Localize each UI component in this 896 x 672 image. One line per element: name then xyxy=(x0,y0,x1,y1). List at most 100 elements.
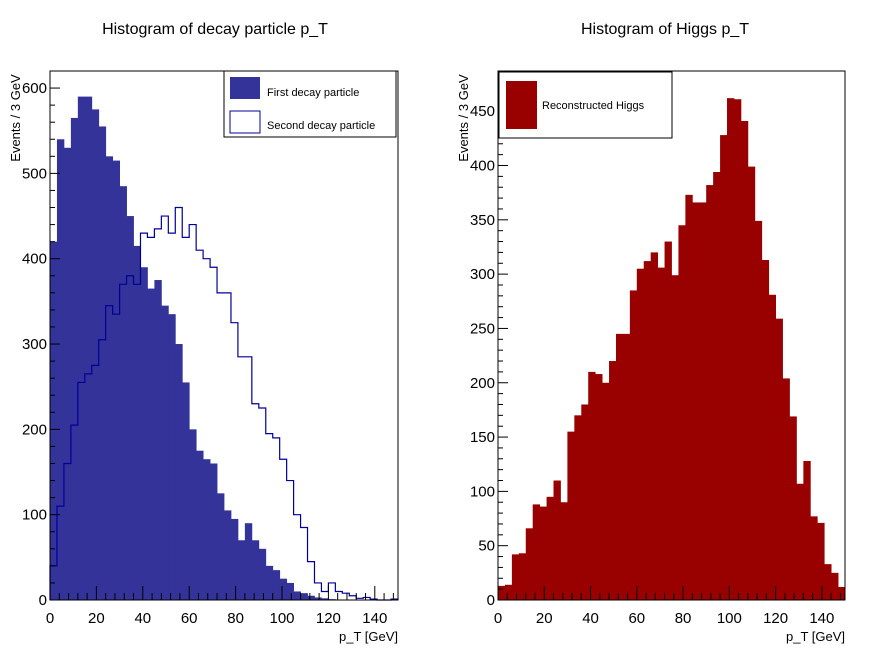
histogram-bar-reconstructed-higgs xyxy=(525,528,534,600)
histogram-bar-first-decay-particle xyxy=(217,493,225,600)
histogram-bar-reconstructed-higgs xyxy=(588,371,596,600)
histogram-bar-first-decay-particle xyxy=(105,156,114,600)
chart-title: Histogram of Higgs p_T xyxy=(581,21,749,38)
histogram-bar-first-decay-particle xyxy=(63,147,72,601)
histogram-bar-reconstructed-higgs xyxy=(727,98,735,600)
y-axis-label: Events / 3 GeV xyxy=(8,74,23,162)
y-tick-label: 150 xyxy=(470,429,495,446)
histogram-bar-reconstructed-higgs xyxy=(553,480,561,600)
plot-area xyxy=(49,96,399,601)
histogram-bar-reconstructed-higgs xyxy=(581,404,589,600)
y-tick-label: 300 xyxy=(22,336,47,353)
x-tick-label: 60 xyxy=(181,610,198,627)
x-tick-label: 140 xyxy=(809,610,834,627)
histogram-bar-reconstructed-higgs xyxy=(824,564,832,600)
histogram-bar-reconstructed-higgs xyxy=(511,554,520,600)
histogram-bar-reconstructed-higgs xyxy=(685,194,693,600)
histogram-bar-first-decay-particle xyxy=(279,578,288,600)
histogram-bar-reconstructed-higgs xyxy=(615,333,624,600)
x-tick-label: 100 xyxy=(717,610,742,627)
plot-frame xyxy=(497,70,846,601)
legend-label-first-decay-particle: First decay particle xyxy=(267,87,359,99)
histogram-bar-reconstructed-higgs xyxy=(775,318,783,600)
histogram-bar-reconstructed-higgs xyxy=(650,252,659,600)
histogram-bar-reconstructed-higgs xyxy=(546,496,554,600)
histogram-bar-reconstructed-higgs xyxy=(657,267,665,600)
histogram-bar-reconstructed-higgs xyxy=(713,172,721,600)
histogram-bar-reconstructed-higgs xyxy=(817,522,825,600)
legend-swatch-second-decay-particle xyxy=(229,110,261,134)
histogram-bar-reconstructed-higgs xyxy=(754,220,763,600)
legend-swatch-reconstructed-higgs xyxy=(506,81,537,129)
y-tick-label: 450 xyxy=(470,103,495,120)
histogram-bar-reconstructed-higgs xyxy=(643,261,652,600)
histogram-bar-first-decay-particle xyxy=(140,267,148,600)
histogram-bar-reconstructed-higgs xyxy=(595,374,603,600)
histogram-bar-first-decay-particle xyxy=(126,216,134,601)
x-axis-label: p_T [GeV] xyxy=(786,629,845,644)
histogram-bar-reconstructed-higgs xyxy=(810,516,818,600)
histogram-bar-reconstructed-higgs xyxy=(504,584,513,600)
x-tick-label: 40 xyxy=(582,610,599,627)
histogram-bar-first-decay-particle xyxy=(84,96,93,600)
y-axis-label: Events / 3 GeV xyxy=(456,74,471,162)
histogram-bar-reconstructed-higgs xyxy=(622,333,631,600)
histogram-bar-reconstructed-higgs xyxy=(761,260,770,600)
histogram-bar-first-decay-particle xyxy=(258,548,267,600)
histogram-bar-reconstructed-higgs xyxy=(720,135,728,600)
histogram-bar-first-decay-particle xyxy=(147,288,155,600)
legend-label-reconstructed-higgs: Reconstructed Higgs xyxy=(542,100,645,112)
histogram-bar-reconstructed-higgs xyxy=(733,99,742,601)
y-tick-label: 400 xyxy=(470,158,495,175)
x-tick-label: 120 xyxy=(763,610,788,627)
histogram-bar-first-decay-particle xyxy=(196,450,204,600)
decay-particle-pt-histogram: Histogram of decay particle p_T 0 20 40 60 8… xyxy=(8,21,399,644)
histogram-outline-second-decay-particle xyxy=(49,206,399,601)
x-tick-label: 100 xyxy=(269,610,294,627)
histogram-bar-first-decay-particle xyxy=(70,117,79,601)
y-tick-label: 300 xyxy=(470,266,495,283)
x-tick-label: 60 xyxy=(628,610,645,627)
histogram-bar-first-decay-particle xyxy=(112,160,120,600)
y-tick-label: 500 xyxy=(22,165,47,182)
histogram-bar-reconstructed-higgs xyxy=(789,416,797,600)
histogram-bar-first-decay-particle xyxy=(56,139,65,600)
histogram-bar-reconstructed-higgs xyxy=(782,378,790,600)
histogram-bar-first-decay-particle xyxy=(189,429,197,600)
legend-swatch-first-decay-particle xyxy=(230,77,260,99)
histogram-bar-reconstructed-higgs xyxy=(629,290,638,600)
histogram-bar-reconstructed-higgs xyxy=(803,460,811,600)
histogram-bar-reconstructed-higgs xyxy=(567,431,575,600)
x-tick-label: 40 xyxy=(134,610,151,627)
x-axis-label: p_T [GeV] xyxy=(339,629,398,644)
histogram-bar-first-decay-particle xyxy=(175,344,183,600)
legend: Reconstructed Higgs xyxy=(498,71,673,139)
histogram-bar-first-decay-particle xyxy=(168,314,176,600)
histogram-bar-first-decay-particle xyxy=(251,540,260,600)
y-tick-label: 50 xyxy=(478,538,495,555)
x-tick-label: 20 xyxy=(88,610,105,627)
histogram-bar-reconstructed-higgs xyxy=(498,585,506,600)
histogram-bar-first-decay-particle xyxy=(203,459,211,600)
histogram-bar-reconstructed-higgs xyxy=(678,225,686,600)
higgs-pt-histogram: Histogram of Higgs p_T 0 20 40 60 80 100 120 14… xyxy=(456,21,846,644)
histogram-bar-reconstructed-higgs xyxy=(574,415,582,600)
histogram-bar-reconstructed-higgs xyxy=(699,202,707,600)
histogram-bar-first-decay-particle xyxy=(307,595,315,600)
y-tick-label: 350 xyxy=(470,212,495,229)
histogram-bar-first-decay-particle xyxy=(133,245,141,600)
histogram-bar-first-decay-particle xyxy=(224,510,232,600)
histogram-bar-reconstructed-higgs xyxy=(747,166,756,600)
histogram-bar-first-decay-particle xyxy=(293,591,301,600)
x-tick-label: 20 xyxy=(536,610,553,627)
histogram-bar-reconstructed-higgs xyxy=(768,294,776,600)
y-tick-label: 200 xyxy=(470,375,495,392)
x-tick-label: 80 xyxy=(227,610,244,627)
plot-area xyxy=(498,98,846,601)
histogram-bar-first-decay-particle xyxy=(161,305,169,600)
legend: First decay particle Second decay partic… xyxy=(223,70,397,138)
histogram-bar-first-decay-particle xyxy=(286,582,294,600)
legend-label-second-decay-particle: Second decay particle xyxy=(267,120,375,132)
histogram-bar-reconstructed-higgs xyxy=(706,185,714,600)
